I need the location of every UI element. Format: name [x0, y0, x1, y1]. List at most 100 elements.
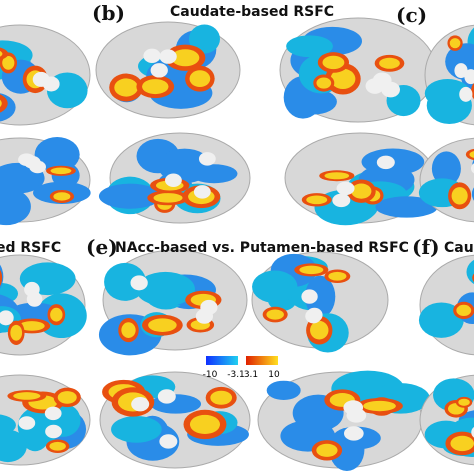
white-area	[143, 48, 161, 64]
yellow-cluster	[456, 304, 472, 317]
white-area	[45, 424, 62, 439]
blue-cluster	[266, 380, 301, 401]
white-area	[24, 281, 40, 297]
yellow-cluster	[379, 57, 400, 69]
white-area	[193, 185, 211, 199]
colorbar-positive	[246, 356, 278, 365]
white-area	[44, 406, 62, 421]
yellow-cluster	[299, 265, 324, 275]
yellow-cluster	[351, 183, 372, 199]
yellow-cluster	[18, 321, 45, 331]
yellow-cluster	[363, 400, 396, 412]
blue-cluster	[286, 35, 333, 58]
yellow-cluster	[316, 443, 338, 457]
colorbar-label: -3.1	[227, 370, 245, 380]
white-area	[376, 155, 395, 170]
yellow-cluster	[148, 318, 177, 332]
blue-cluster	[305, 275, 336, 318]
yellow-cluster	[114, 78, 138, 97]
white-area	[32, 71, 50, 87]
white-area	[18, 416, 36, 430]
brain-maps	[0, 17, 474, 472]
panel-label: (b)	[92, 1, 125, 25]
white-area	[470, 163, 474, 174]
yellow-cluster	[266, 309, 284, 320]
white-area	[372, 72, 392, 89]
panel-label: (c)	[396, 3, 427, 27]
yellow-cluster	[0, 50, 3, 57]
white-area	[332, 193, 351, 208]
blue-cluster	[418, 302, 464, 338]
blue-cluster	[0, 187, 31, 226]
white-area	[130, 275, 148, 291]
blue-cluster	[190, 164, 238, 184]
yellow-cluster	[316, 77, 332, 89]
yellow-cluster	[449, 38, 461, 49]
panel-title: ed RSFC	[0, 240, 61, 256]
yellow-cluster	[469, 151, 474, 158]
colorbar-negative	[206, 356, 238, 365]
blue-cluster	[111, 415, 162, 443]
white-area	[198, 152, 216, 166]
yellow-cluster	[171, 49, 200, 67]
colorbar-label: 3.1	[244, 370, 258, 380]
blue-cluster	[188, 24, 220, 54]
blue-cluster	[104, 262, 147, 301]
panel-title: Cauda	[444, 240, 474, 256]
blue-cluster	[0, 414, 16, 436]
yellow-cluster	[450, 435, 474, 452]
yellow-cluster	[50, 307, 63, 322]
white-area	[336, 181, 355, 196]
white-area	[23, 155, 41, 169]
yellow-cluster	[153, 193, 183, 203]
white-area	[346, 408, 367, 423]
blue-cluster	[7, 302, 62, 325]
yellow-cluster	[57, 391, 77, 404]
panel-title: NAcc-based vs. Putamen-based RSFC	[115, 240, 409, 256]
panel-title: Caudate-based RSFC	[170, 4, 334, 20]
blue-cluster	[135, 271, 195, 307]
white-area	[157, 389, 176, 404]
yellow-cluster	[451, 187, 468, 205]
blue-cluster	[252, 270, 298, 303]
yellow-cluster	[50, 167, 72, 175]
yellow-cluster	[142, 79, 169, 95]
white-area	[165, 173, 182, 187]
colorbar-label: 10	[268, 370, 280, 380]
blue-cluster	[471, 187, 474, 201]
yellow-cluster	[322, 55, 345, 70]
blue-cluster	[424, 79, 471, 108]
blue-cluster	[0, 429, 27, 463]
yellow-cluster	[324, 172, 350, 180]
yellow-cluster	[49, 441, 66, 451]
colorbar-label: -10	[203, 370, 218, 380]
orange-cluster	[0, 269, 3, 287]
blue-cluster	[466, 259, 474, 285]
yellow-cluster	[306, 195, 328, 205]
orange-cluster	[0, 47, 9, 61]
white-area	[305, 308, 322, 324]
white-area	[150, 63, 168, 78]
yellow-cluster	[121, 322, 136, 338]
white-area	[301, 289, 318, 304]
white-area	[200, 299, 218, 315]
blue-cluster	[375, 196, 438, 218]
yellow-cluster	[189, 70, 211, 88]
yellow-cluster	[53, 192, 71, 201]
yellow-cluster	[13, 392, 41, 400]
yellow-cluster	[328, 271, 347, 281]
white-area	[159, 49, 177, 64]
yellow-cluster	[189, 414, 221, 435]
yellow-cluster	[310, 320, 329, 340]
yellow-cluster	[458, 398, 470, 406]
orange-cluster	[0, 94, 8, 113]
white-area	[454, 63, 468, 79]
yellow-cluster	[2, 56, 15, 70]
white-area	[459, 86, 473, 102]
yellow-cluster	[0, 99, 2, 108]
panel-label: (e)	[86, 235, 118, 259]
yellow-cluster	[10, 324, 23, 341]
blue-cluster	[431, 151, 461, 186]
